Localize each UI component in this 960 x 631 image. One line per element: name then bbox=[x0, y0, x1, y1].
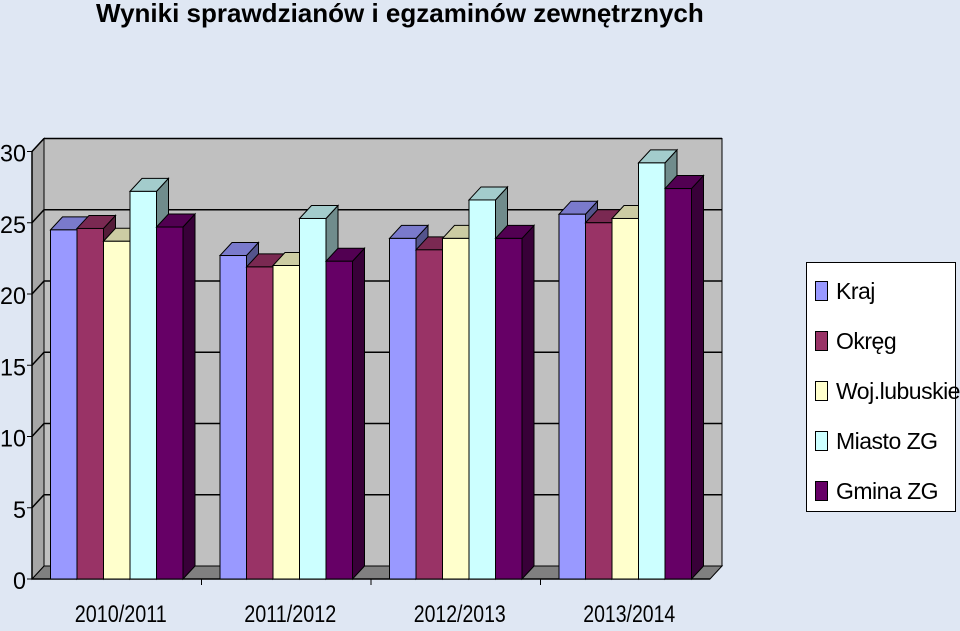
bar bbox=[272, 265, 300, 580]
bar bbox=[442, 237, 470, 580]
bar bbox=[219, 255, 247, 580]
gridline-side bbox=[31, 494, 45, 509]
legend-label: Woj.lubuskie bbox=[836, 377, 960, 404]
bar bbox=[638, 162, 666, 580]
gridline-side bbox=[31, 351, 45, 366]
legend-swatch bbox=[815, 331, 828, 351]
legend-label: Gmina ZG bbox=[836, 477, 939, 504]
bar bbox=[468, 199, 496, 580]
bar bbox=[664, 188, 692, 580]
legend-swatch bbox=[815, 281, 828, 301]
bar bbox=[50, 229, 78, 580]
bar bbox=[389, 237, 417, 580]
bar bbox=[299, 217, 327, 580]
x-tick-label: 2011/2012 bbox=[244, 601, 336, 628]
chart-legend: Kraj Okręg Woj.lubuskie Miasto ZG Gmina ZG bbox=[806, 262, 960, 512]
bar bbox=[156, 226, 184, 580]
y-tick-label: 5 bbox=[13, 497, 26, 524]
bar-side bbox=[182, 212, 196, 581]
bar bbox=[495, 237, 523, 580]
y-tick-label: 15 bbox=[0, 354, 26, 381]
y-tick-label: 20 bbox=[0, 283, 26, 310]
bar bbox=[611, 217, 639, 580]
bar bbox=[103, 240, 131, 580]
y-tick-label: 10 bbox=[0, 426, 26, 453]
bar bbox=[76, 227, 104, 580]
gridline-side bbox=[31, 280, 45, 295]
legend-item: Gmina ZG bbox=[815, 477, 939, 504]
bar bbox=[558, 213, 586, 580]
legend-swatch bbox=[815, 381, 828, 401]
legend-item: Miasto ZG bbox=[815, 427, 938, 454]
legend-label: Miasto ZG bbox=[836, 427, 938, 454]
bar-side bbox=[691, 174, 704, 581]
y-tick-label: 0 bbox=[13, 568, 26, 595]
x-tick-label: 2012/2013 bbox=[414, 601, 506, 628]
legend-swatch bbox=[815, 431, 828, 451]
bar bbox=[585, 222, 613, 580]
legend-item: Woj.lubuskie bbox=[815, 377, 960, 404]
y-tick-label: 25 bbox=[0, 212, 26, 239]
bar-side bbox=[521, 224, 535, 581]
y-tick-label: 30 bbox=[0, 141, 26, 168]
legend-item: Okręg bbox=[815, 327, 897, 354]
x-tick-label: 2010/2011 bbox=[75, 601, 167, 628]
bar-side bbox=[352, 246, 365, 581]
bar bbox=[246, 266, 274, 580]
gridline-side bbox=[31, 209, 45, 224]
legend-label: Kraj bbox=[836, 277, 875, 304]
bar bbox=[325, 260, 353, 580]
bar bbox=[129, 190, 157, 580]
gridline-side bbox=[31, 137, 45, 153]
legend-item: Kraj bbox=[815, 277, 875, 304]
bar bbox=[415, 249, 443, 580]
legend-label: Okręg bbox=[836, 327, 897, 354]
legend-swatch bbox=[815, 481, 828, 501]
x-tick-label: 2013/2014 bbox=[583, 601, 675, 628]
chart-title: Wyniki sprawdzianów i egzaminów zewnętrz… bbox=[96, 0, 704, 28]
gridline-side bbox=[31, 422, 45, 438]
